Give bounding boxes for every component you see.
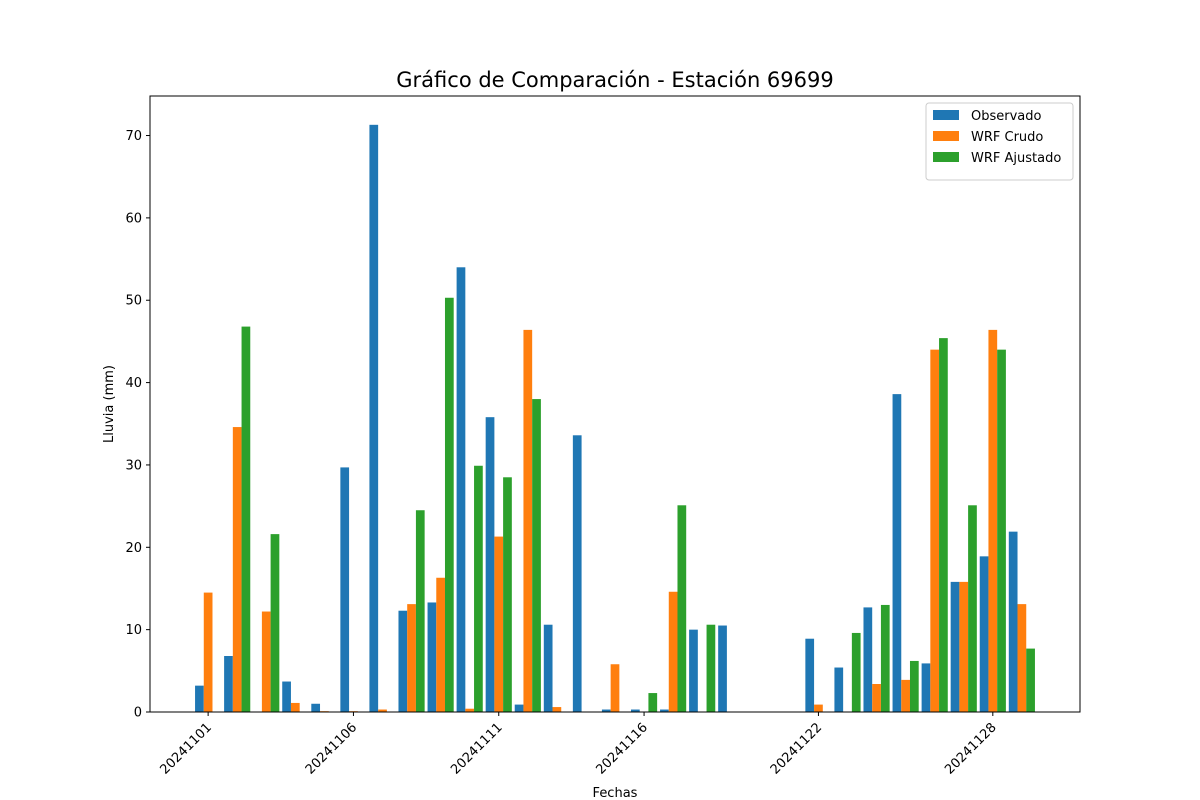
bar-wrf-crudo-20241125 [901,679,910,712]
y-tick-label: 10 [125,623,142,638]
bar-observado-20241102 [224,656,233,712]
bar-wrf-ajustado-20241123 [851,632,861,712]
bar-wrf-ajustado-20241116 [648,693,658,712]
bar-observado-20241101 [195,685,204,712]
bar-observado-20241105 [311,703,321,712]
bar-observado-20241118 [689,629,698,712]
bars-group [195,124,1035,712]
legend-swatch-wrf-crudo [933,131,959,141]
bar-wrf-crudo-20241104 [290,702,300,712]
bar-observado-20241106 [340,467,350,712]
bar-observado-20241126 [921,663,931,712]
legend-swatch-observado [933,110,959,120]
legend-label-observado: Observado [971,109,1042,124]
bar-observado-20241112 [514,704,524,712]
y-axis-ticks: 0 10 20 30 40 50 60 70 [125,129,150,721]
bar-observado-20241124 [863,607,873,712]
y-tick-label: 70 [125,129,142,144]
bar-wrf-crudo-20241122 [814,704,823,712]
y-tick-label: 50 [125,294,142,309]
bar-wrf-crudo-20241126 [930,349,940,712]
legend-label-wrf-ajustado: WRF Ajustado [971,151,1061,166]
chart-title: Gráfico de Comparación - Estación 69699 [396,68,833,92]
x-axis-title: Fechas [593,786,638,800]
bar-wrf-crudo-20241129 [1017,604,1027,712]
bar-wrf-crudo-20241109 [436,577,445,712]
bar-wrf-ajustado-20241118 [706,624,716,712]
y-axis-title: Lluvia (mm) [102,365,117,443]
bar-wrf-crudo-20241113 [552,707,562,712]
bar-observado-20241107 [369,124,379,712]
bar-observado-20241129 [1008,531,1018,712]
bar-wrf-ajustado-20241102 [241,326,251,712]
bar-wrf-ajustado-20241111 [503,477,512,712]
bar-wrf-ajustado-20241109 [444,297,454,712]
bar-wrf-crudo-20241127 [959,581,969,712]
bar-wrf-crudo-20241117 [668,591,678,712]
bar-wrf-ajustado-20241126 [939,338,948,712]
bar-wrf-crudo-20241115 [610,664,620,712]
bar-observado-20241108 [398,610,408,712]
bar-wrf-crudo-20241110 [465,708,475,712]
bar-observado-20241110 [456,267,466,712]
bar-observado-20241119 [718,625,727,712]
bar-wrf-ajustado-20241112 [532,399,541,712]
bar-observado-20241123 [834,667,844,712]
bar-wrf-crudo-20241112 [523,329,533,712]
legend-box [925,102,1074,181]
legend: Observado WRF Crudo WRF Ajustado [925,102,1074,181]
bar-wrf-ajustado-20241129 [1026,648,1035,712]
legend-swatch-wrf-ajustado [933,152,959,162]
bar-wrf-crudo-20241128 [988,329,998,712]
bar-wrf-crudo-20241101 [203,592,213,712]
bar-wrf-ajustado-20241128 [997,349,1006,712]
bar-wrf-ajustado-20241125 [909,660,919,712]
bar-wrf-ajustado-20241110 [474,465,483,712]
bar-wrf-crudo-20241124 [872,684,881,712]
plot-area-frame [149,95,1081,713]
bar-observado-20241127 [950,581,960,712]
y-tick-label: 40 [125,376,142,391]
bar-observado-20241125 [892,394,902,712]
bar-wrf-crudo-20241111 [494,536,504,712]
y-tick-label: 30 [125,458,142,473]
bar-wrf-crudo-20241107 [378,709,387,712]
y-tick-label: 60 [125,211,142,226]
bar-wrf-crudo-20241103 [261,611,271,712]
bar-observado-20241114 [572,435,582,712]
bar-observado-20241117 [660,709,669,712]
bar-wrf-ajustado-20241103 [270,534,280,712]
legend-label-wrf-crudo: WRF Crudo [971,130,1043,145]
bar-wrf-ajustado-20241117 [677,505,687,712]
bar-observado-20241109 [427,602,437,712]
bar-observado-20241128 [979,556,989,712]
bar-observado-20241115 [601,709,611,712]
bar-observado-20241116 [630,709,640,712]
y-tick-label: 20 [125,541,142,556]
bar-wrf-crudo-20241102 [232,427,242,712]
bar-observado-20241122 [805,638,815,712]
bar-wrf-ajustado-20241108 [415,510,425,712]
y-tick-label: 0 [134,706,142,721]
bar-observado-20241113 [543,624,553,712]
bar-wrf-crudo-20241108 [407,604,416,712]
bar-wrf-ajustado-20241124 [880,604,890,712]
bar-observado-20241111 [485,417,495,712]
bar-wrf-ajustado-20241127 [968,505,977,712]
bar-observado-20241104 [282,681,291,712]
